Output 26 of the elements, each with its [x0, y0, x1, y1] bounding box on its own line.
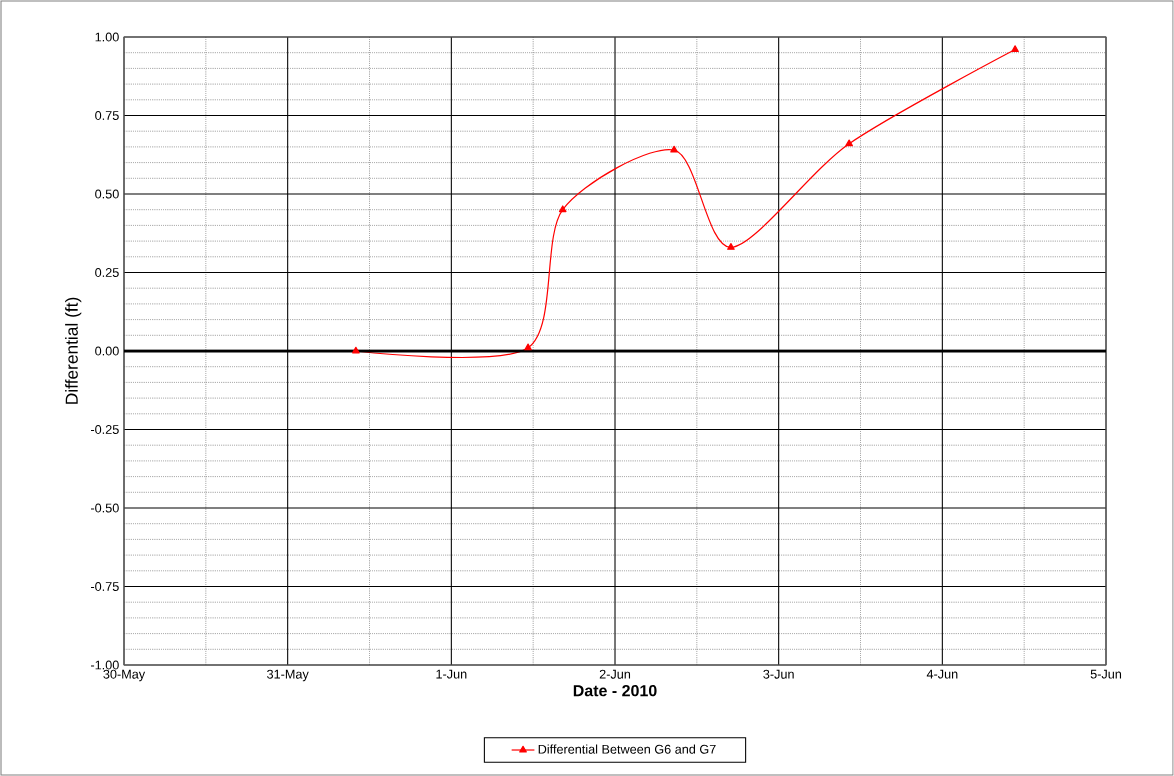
x-tick-label: 1-Jun: [436, 669, 467, 679]
x-tick-label: 30-May: [103, 669, 146, 682]
y-tick-label: 0.25: [95, 268, 119, 277]
x-tick-label: 31-May: [267, 669, 309, 682]
y-tick-label: 0.75: [95, 111, 119, 120]
x-tick-label: 2-Jun: [599, 669, 631, 679]
point: [1011, 45, 1019, 53]
y-axis-title: Differential (ft): [65, 297, 82, 404]
point: [558, 205, 567, 213]
y-tick-label: -0.50: [90, 503, 119, 513]
point: [352, 346, 360, 354]
point: [524, 343, 532, 351]
y-tick-label: -1.00: [90, 660, 119, 670]
y-tick-label: 0.00: [95, 346, 119, 356]
point: [670, 145, 678, 153]
point: [845, 139, 853, 147]
y-tick-label: -0.75: [90, 582, 119, 591]
y-tick-label: -0.25: [90, 425, 119, 434]
y-tick-label: 1.00: [95, 32, 119, 42]
y-tick-label: 0.50: [95, 189, 119, 199]
x-axis-title: Date - 2010: [573, 685, 657, 697]
x-tick-label: 5-Jun: [1090, 669, 1122, 679]
x-tick-label: 4-Jun: [926, 669, 958, 679]
x-tick-label: 3-Jun: [763, 669, 794, 679]
legend-label: Differential Between G6 and G7: [538, 744, 716, 754]
point: [727, 243, 735, 250]
